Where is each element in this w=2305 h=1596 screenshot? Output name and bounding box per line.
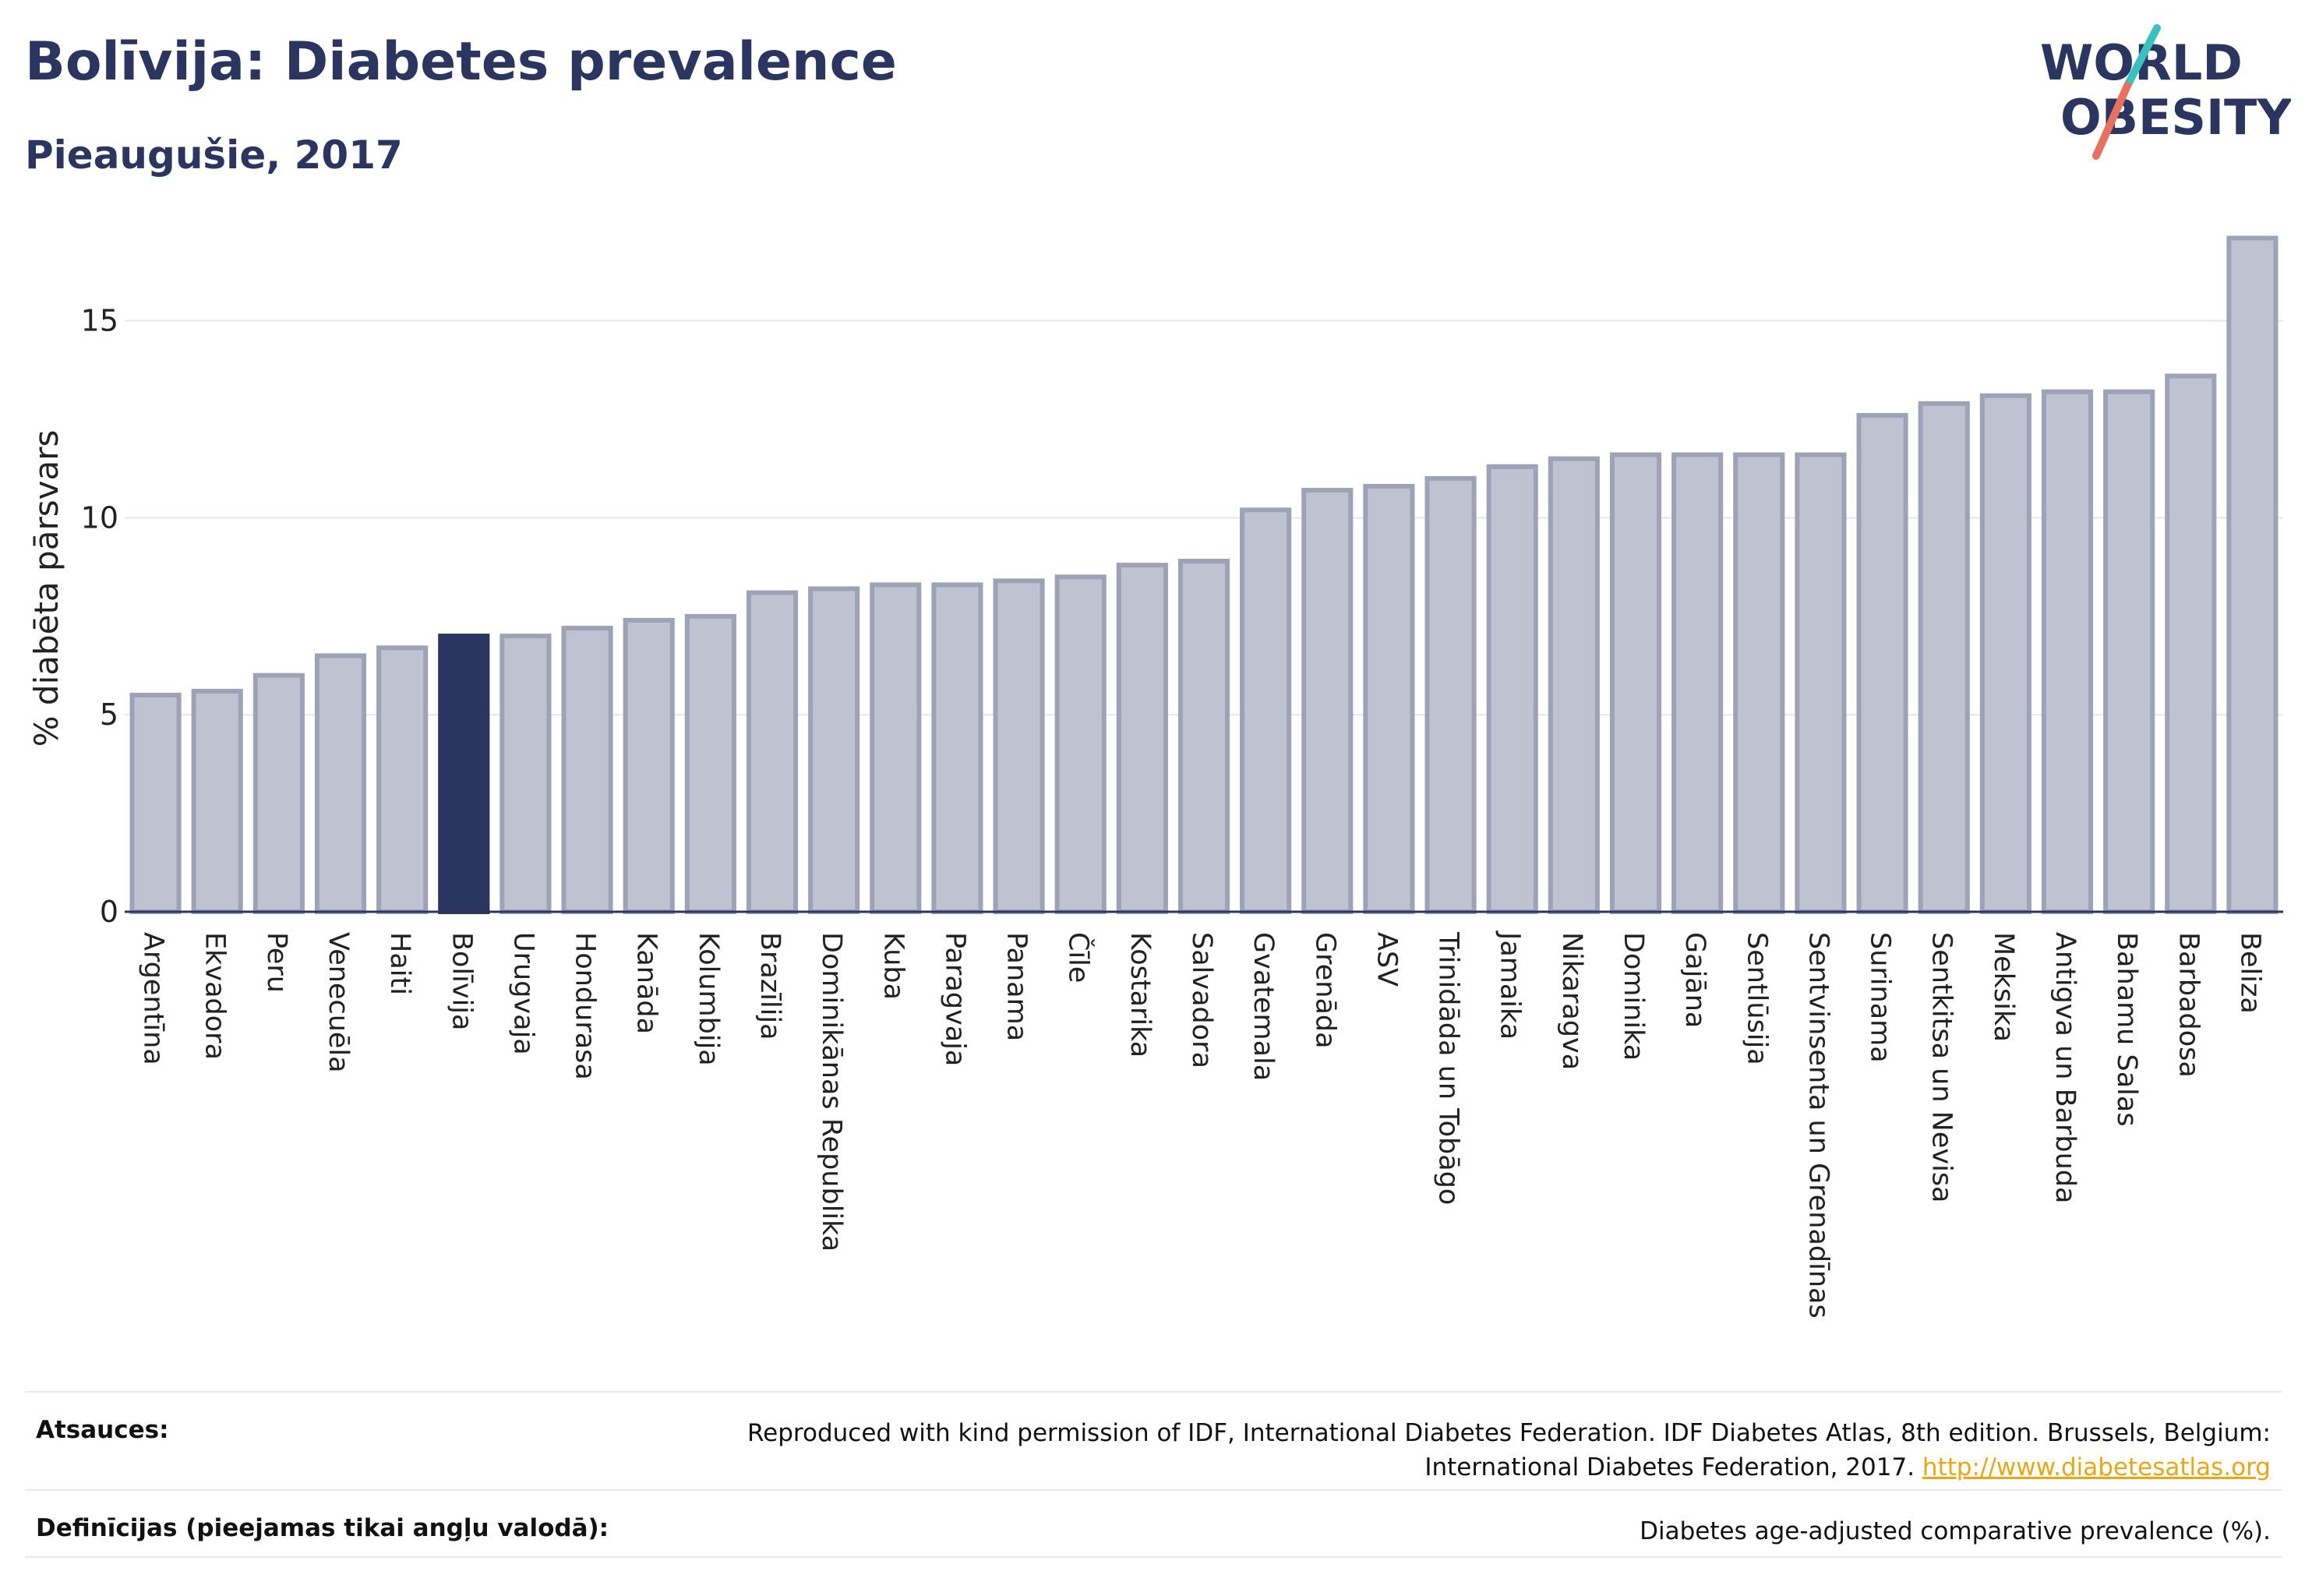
y-tick-label: 10	[81, 500, 118, 535]
chart-title: Bolīvija: Diabetes prevalence	[25, 31, 897, 93]
bar[interactable]	[808, 586, 860, 914]
footer: Atsauces: Reproduced with kind permissio…	[25, 1391, 2282, 1558]
x-axis-labels: Argentīna Ekvadora Peru Venecuēla Haiti Bolīv…	[138, 930, 2266, 1319]
logo-line2: OBESITY	[2060, 89, 2291, 146]
x-tick-label: Venecuēla	[323, 932, 354, 1073]
x-tick-label: Trinidāda un Tobāgo	[1433, 931, 1464, 1205]
logo-slash-coral	[2092, 82, 2131, 160]
bar[interactable]	[1363, 484, 1415, 914]
bar[interactable]	[1054, 574, 1107, 914]
bar[interactable]	[2165, 373, 2217, 914]
y-tick-label: 0	[100, 895, 118, 929]
y-tick-label: 5	[100, 697, 118, 732]
y-tick-label: 15	[81, 304, 118, 338]
x-tick-label: Brazīlija	[754, 932, 785, 1040]
sources-text: Reproduced with kind permission of IDF, …	[747, 1416, 2271, 1485]
bar[interactable]	[746, 590, 799, 914]
bar[interactable]	[1424, 475, 1477, 914]
bar[interactable]	[1301, 488, 1354, 914]
x-tick-label: Barbadosa	[2173, 932, 2204, 1078]
bar[interactable]	[623, 617, 675, 915]
x-tick-label: Salvadora	[1186, 932, 1217, 1068]
world-obesity-logo: WORLD OBESITY	[2040, 24, 2291, 160]
x-tick-label: Gvatemala	[1248, 932, 1279, 1081]
x-tick-label: Kuba	[877, 932, 909, 1000]
sources-row: Atsauces: Reproduced with kind permissio…	[25, 1391, 2282, 1489]
bar[interactable]	[1116, 563, 1168, 914]
bar[interactable]	[870, 582, 922, 915]
bar[interactable]	[1671, 452, 1724, 914]
x-tick-label: Nikaragva	[1556, 932, 1587, 1070]
bar-chart: 0 5 10 15 Argentīna Ekvadora Peru Venecuēla Hai…	[27, 235, 2283, 1319]
x-tick-label: Antigva un Barbuda	[2049, 932, 2081, 1203]
bar[interactable]	[1733, 452, 1785, 914]
bar[interactable]	[499, 634, 552, 914]
x-tick-label: Ekvadora	[199, 932, 231, 1060]
bar[interactable]	[2041, 389, 2094, 914]
bar[interactable]	[314, 653, 367, 915]
y-axis-ticks: 0 5 10 15	[81, 304, 118, 929]
bar[interactable]	[931, 582, 983, 915]
x-tick-label: ASV	[1371, 932, 1402, 987]
bar[interactable]	[252, 673, 305, 915]
sources-text-line1: Reproduced with kind permission of IDF, …	[747, 1419, 2271, 1447]
bar[interactable]	[1609, 452, 1662, 914]
bar[interactable]	[2226, 235, 2279, 914]
bar[interactable]	[191, 688, 243, 915]
bar[interactable]	[129, 692, 182, 914]
x-tick-label: Beliza	[2234, 932, 2265, 1014]
bar[interactable]	[993, 578, 1045, 914]
sources-label: Atsauces:	[36, 1416, 169, 1444]
bar[interactable]	[561, 626, 613, 914]
bar[interactable]	[1486, 464, 1538, 914]
bar[interactable]	[438, 634, 490, 914]
sources-text-line2: International Diabetes Federation, 2017.	[1424, 1453, 1915, 1481]
x-tick-label: Urugvaja	[507, 932, 538, 1055]
x-tick-label: Sentvinsenta un Grenadīnas	[1802, 932, 1834, 1319]
x-tick-label: Jamaika	[1495, 930, 1526, 1040]
x-tick-label: Grenāda	[1309, 932, 1340, 1049]
sources-link[interactable]: http://www.diabetesatlas.org	[1922, 1453, 2271, 1481]
x-tick-label: Bahamu Salas	[2111, 932, 2142, 1127]
x-tick-label: Sentlūsija	[1741, 932, 1772, 1065]
definitions-label: Definīcijas (pieejamas tikai angļu valod…	[36, 1514, 609, 1542]
x-tick-label: Gajāna	[1679, 932, 1710, 1028]
x-tick-label: Kostarika	[1124, 932, 1156, 1058]
bar[interactable]	[1240, 507, 1292, 914]
bar[interactable]	[1548, 456, 1600, 914]
x-tick-label: Meksika	[1988, 932, 2019, 1042]
x-tick-label: Bolīvija	[446, 932, 477, 1030]
definitions-row: Definīcijas (pieejamas tikai angļu valod…	[25, 1489, 2282, 1558]
x-tick-label: Haiti	[384, 932, 415, 995]
bar[interactable]	[684, 613, 736, 914]
x-tick-label: Hondurasa	[570, 932, 601, 1080]
bar[interactable]	[1979, 393, 2031, 914]
x-tick-label: Dominika	[1618, 932, 1649, 1061]
bar[interactable]	[1177, 559, 1230, 914]
bar[interactable]	[376, 645, 429, 914]
bar[interactable]	[1856, 413, 1908, 914]
x-tick-label: Čīle	[1063, 932, 1096, 983]
x-tick-label: Kolumbija	[693, 932, 724, 1066]
logo-slash-teal	[2123, 24, 2161, 90]
bars	[129, 235, 2279, 915]
x-tick-label: Dominikānas Republika	[816, 932, 847, 1252]
bar[interactable]	[1795, 452, 1847, 914]
x-tick-label: Panama	[1001, 932, 1032, 1041]
x-tick-label: Surinama	[1865, 932, 1896, 1063]
bar[interactable]	[2103, 389, 2155, 914]
definitions-text: Diabetes age-adjusted comparative preval…	[1640, 1517, 2271, 1545]
x-tick-label: Sentkitsa un Nevisa	[1926, 932, 1957, 1203]
x-tick-label: Paragvaja	[939, 932, 970, 1066]
x-tick-label: Peru	[261, 932, 292, 993]
x-tick-label: Argentīna	[138, 932, 169, 1065]
bar[interactable]	[1918, 401, 1970, 914]
x-tick-label: Kanāda	[631, 932, 662, 1034]
chart-subtitle: Pieaugušie, 2017	[25, 132, 403, 178]
y-axis-title: % diabēta pārsvars	[27, 430, 65, 747]
